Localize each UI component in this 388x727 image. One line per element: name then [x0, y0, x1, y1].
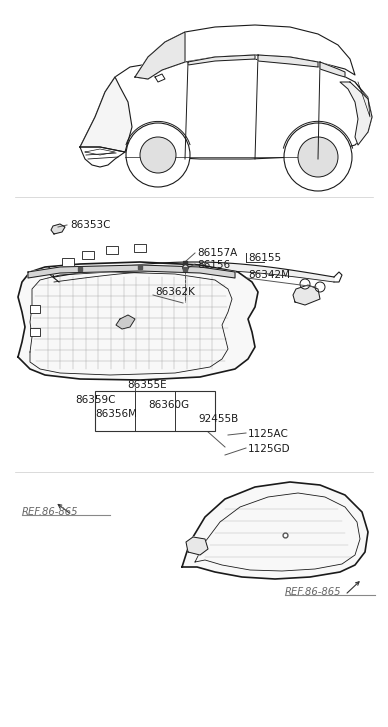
Polygon shape [80, 147, 125, 167]
Text: 86156: 86156 [197, 260, 230, 270]
Text: 86356M: 86356M [95, 409, 137, 419]
Bar [30, 328, 40, 336]
Text: 86342M: 86342M [248, 270, 290, 280]
Text: 86353C: 86353C [70, 220, 111, 230]
Text: 92455B: 92455B [198, 414, 238, 424]
Text: 86355E: 86355E [127, 380, 166, 390]
Text: 86157A: 86157A [197, 248, 237, 258]
Bar [106, 246, 118, 254]
Polygon shape [293, 285, 320, 305]
Polygon shape [340, 82, 372, 145]
Polygon shape [188, 55, 255, 65]
Polygon shape [54, 262, 334, 282]
Circle shape [315, 282, 325, 292]
Polygon shape [80, 77, 132, 152]
Polygon shape [135, 25, 355, 79]
Polygon shape [186, 537, 208, 555]
Circle shape [300, 279, 310, 289]
Polygon shape [18, 262, 258, 380]
Bar [95, 391, 215, 431]
Bar [134, 244, 146, 252]
Circle shape [140, 137, 176, 173]
Bar [82, 251, 94, 259]
Polygon shape [135, 32, 185, 79]
Polygon shape [116, 315, 135, 329]
Text: REF.86-865: REF.86-865 [285, 587, 341, 597]
Bar [30, 305, 40, 313]
Circle shape [284, 123, 352, 191]
Circle shape [298, 137, 338, 177]
Circle shape [126, 123, 190, 187]
Text: 86359C: 86359C [75, 395, 116, 405]
Text: 1125GD: 1125GD [248, 444, 291, 454]
Polygon shape [182, 482, 368, 579]
Polygon shape [320, 62, 345, 77]
Polygon shape [51, 224, 65, 234]
Bar [62, 258, 74, 266]
Polygon shape [80, 59, 372, 159]
Polygon shape [28, 265, 235, 278]
Text: 86155: 86155 [248, 253, 281, 263]
Text: 1125AC: 1125AC [248, 429, 289, 439]
Text: 86360G: 86360G [148, 400, 189, 410]
Text: 86362K: 86362K [155, 287, 195, 297]
Polygon shape [258, 55, 318, 67]
Polygon shape [155, 74, 165, 82]
Text: REF.86-865: REF.86-865 [22, 507, 78, 517]
